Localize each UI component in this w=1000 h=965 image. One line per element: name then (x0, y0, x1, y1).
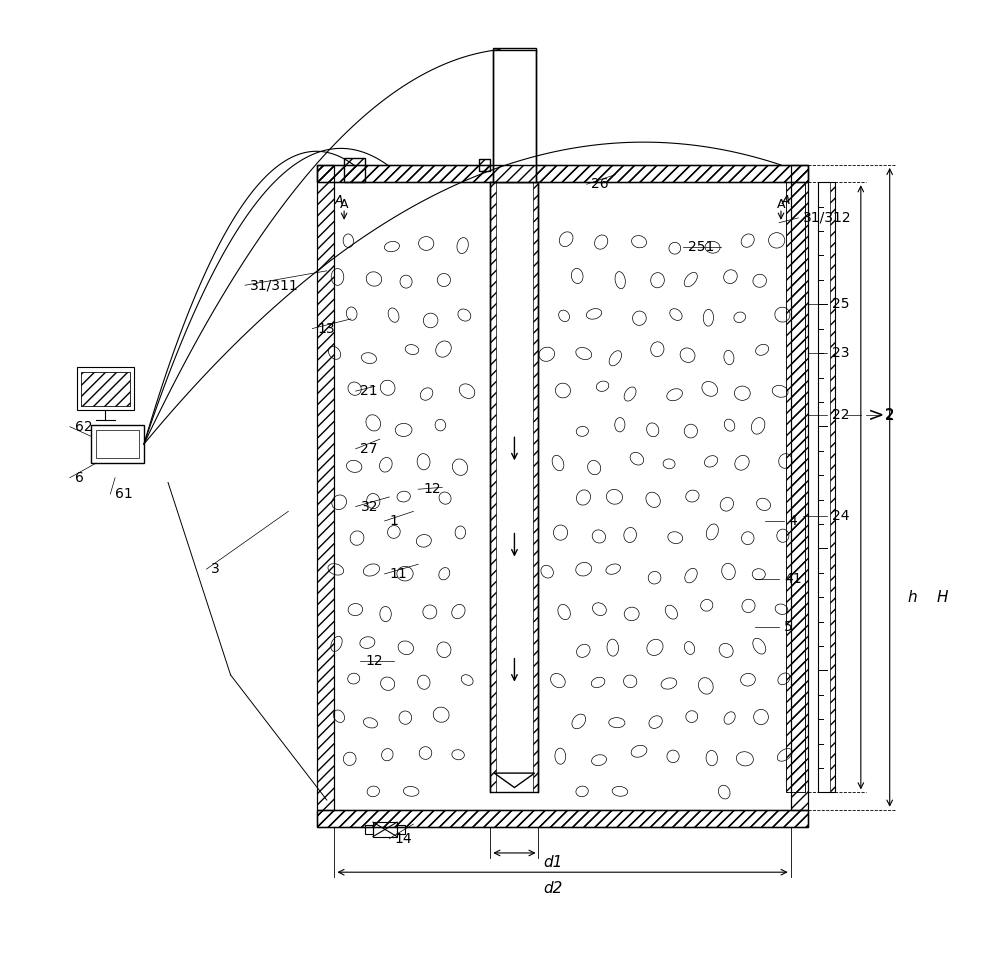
Bar (96, 429, 139, 458)
Text: 12: 12 (365, 653, 383, 668)
Text: A: A (777, 198, 785, 211)
Bar (533, 182, 538, 792)
Bar (317, 165, 808, 182)
Text: 25: 25 (832, 297, 849, 312)
Bar (365, 825, 373, 834)
Bar (479, 159, 490, 171)
Text: A: A (782, 194, 790, 207)
Text: 26: 26 (591, 178, 609, 191)
Bar (317, 810, 808, 827)
Text: 11: 11 (389, 566, 407, 581)
Bar (479, 159, 490, 171)
Text: h: h (907, 591, 917, 605)
Bar (490, 182, 496, 792)
Text: 22: 22 (832, 408, 849, 422)
Bar (317, 165, 808, 182)
Text: 6: 6 (75, 471, 84, 484)
Bar (490, 182, 538, 792)
Bar (317, 810, 808, 827)
Bar (397, 825, 405, 834)
Text: A: A (335, 194, 344, 207)
Bar (77, 367, 134, 410)
Bar (317, 810, 808, 827)
Bar (493, 47, 536, 182)
Bar (479, 159, 490, 171)
Text: 251: 251 (688, 239, 714, 254)
Text: 13: 13 (317, 321, 335, 336)
Bar (344, 158, 365, 182)
Text: 21: 21 (360, 384, 378, 399)
Text: 41: 41 (784, 571, 801, 586)
Text: 61: 61 (115, 487, 133, 501)
Text: d2: d2 (543, 881, 563, 896)
Text: 31/312: 31/312 (803, 211, 852, 225)
Text: 12: 12 (423, 482, 441, 496)
Text: d1: d1 (543, 855, 563, 870)
Text: 23: 23 (832, 345, 849, 360)
Text: 1: 1 (389, 514, 398, 528)
Text: 3: 3 (211, 562, 220, 576)
Text: 62: 62 (75, 420, 92, 433)
Bar (344, 158, 365, 182)
Bar (373, 822, 397, 837)
Text: 5: 5 (784, 620, 793, 634)
Text: A: A (340, 198, 348, 211)
Text: 2: 2 (885, 407, 895, 423)
Bar (786, 182, 805, 792)
Bar (830, 182, 835, 792)
Bar (317, 165, 808, 182)
Bar (786, 182, 805, 792)
Bar (344, 158, 365, 182)
Text: 4: 4 (789, 514, 797, 528)
Bar (317, 165, 334, 810)
Bar (81, 372, 130, 405)
Text: 14: 14 (394, 832, 412, 845)
Text: 32: 32 (360, 500, 378, 513)
Text: 27: 27 (360, 442, 378, 455)
Bar (791, 165, 808, 810)
Bar (81, 372, 130, 405)
Bar (791, 165, 808, 810)
Text: 24: 24 (832, 510, 849, 523)
Bar (317, 165, 334, 810)
Bar (91, 425, 144, 463)
Bar (818, 182, 835, 792)
Text: 31/311: 31/311 (250, 278, 299, 292)
Text: >: > (868, 405, 884, 425)
Text: 2: 2 (885, 408, 894, 422)
Text: H: H (937, 591, 948, 605)
